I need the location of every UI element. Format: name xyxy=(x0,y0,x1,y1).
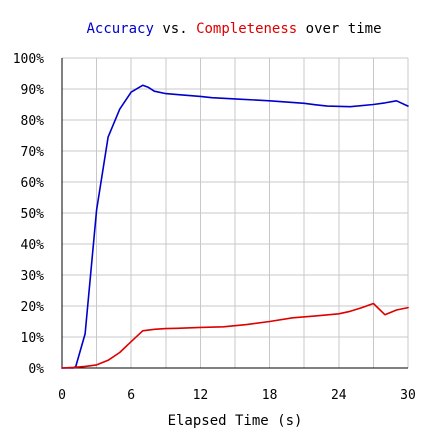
y-tick-label: 30% xyxy=(21,269,45,284)
y-tick-label: 60% xyxy=(21,176,45,191)
x-tick-label: 6 xyxy=(127,388,135,403)
y-tick-label: 20% xyxy=(21,300,45,315)
series-line-1 xyxy=(61,302,409,369)
y-tick-label: 100% xyxy=(13,52,44,67)
y-axis-tick-labels: 0% 10% 20% 30% 40% 50% 60% 70% 80% 90% 100% xyxy=(13,52,44,377)
y-tick-label: 40% xyxy=(21,238,45,253)
series-lines xyxy=(61,84,409,369)
series-line-0 xyxy=(61,84,409,369)
y-tick-label: 90% xyxy=(21,83,45,98)
chart-title-part: Accuracy xyxy=(86,21,153,37)
chart-title-part: over time xyxy=(297,21,381,37)
x-tick-label: 12 xyxy=(193,388,209,403)
x-tick-label: 24 xyxy=(331,388,347,403)
chart-title: Accuracy vs. Completeness over time xyxy=(86,21,381,37)
y-tick-label: 80% xyxy=(21,114,45,129)
y-tick-label: 70% xyxy=(21,145,45,160)
y-tick-label: 50% xyxy=(21,207,45,222)
axes xyxy=(61,58,408,369)
x-tick-label: 30 xyxy=(400,388,416,403)
x-tick-label: 18 xyxy=(262,388,278,403)
y-tick-label: 0% xyxy=(28,362,44,377)
x-axis-title: Elapsed Time (s) xyxy=(168,413,303,429)
grid-lines xyxy=(61,57,409,369)
chart-title-part: Completeness xyxy=(196,21,297,37)
chart-title-part: vs. xyxy=(154,21,196,37)
x-axis-tick-labels: 0 6 12 18 24 30 xyxy=(58,388,416,403)
x-tick-label: 0 xyxy=(58,388,66,403)
y-tick-label: 10% xyxy=(21,331,45,346)
